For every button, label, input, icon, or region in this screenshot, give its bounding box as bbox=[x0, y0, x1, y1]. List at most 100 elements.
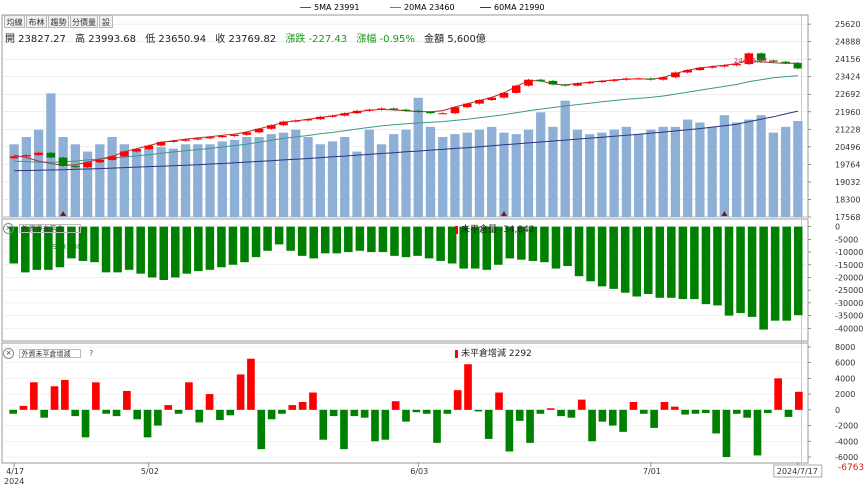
net-oi-bar bbox=[517, 226, 526, 260]
candle-body bbox=[95, 159, 105, 163]
volume-bar bbox=[119, 144, 129, 217]
toolbar-ma-button[interactable]: 均線 bbox=[4, 15, 25, 28]
net-oi-bar bbox=[436, 226, 445, 261]
volume-bar bbox=[352, 151, 362, 217]
candle-body bbox=[671, 72, 680, 78]
oi-change-bar bbox=[526, 409, 534, 443]
volume-bar bbox=[303, 137, 313, 217]
candle-body bbox=[181, 139, 190, 141]
net-oi-bar bbox=[159, 226, 169, 280]
oi-change-bar bbox=[412, 409, 421, 413]
oi-change-bar bbox=[598, 409, 607, 422]
net-oi-bar bbox=[459, 226, 468, 269]
price-tick-label: 17568 bbox=[835, 213, 860, 222]
oi-change-bar bbox=[329, 409, 338, 417]
volume-bar bbox=[768, 132, 779, 217]
volume-bar bbox=[536, 112, 546, 217]
toolbar-price-volume-button[interactable]: 分價量 bbox=[70, 15, 98, 28]
panel3-help-icon[interactable]: ? bbox=[89, 349, 94, 358]
volume-bar bbox=[560, 100, 570, 217]
oi-change-tick-label: 0 bbox=[835, 406, 840, 415]
panel3-selector[interactable]: 外資未平倉增減 bbox=[18, 349, 81, 358]
ma20-line bbox=[14, 75, 798, 163]
panel2-selector[interactable]: 外資淨未平倉 bbox=[18, 224, 81, 233]
ohlc-amount: 金額 5,600億 bbox=[424, 34, 486, 45]
net-oi-bar bbox=[586, 226, 595, 282]
price-tick-label: 21960 bbox=[835, 108, 860, 117]
oi-change-bar bbox=[267, 409, 276, 420]
net-oi-bar bbox=[505, 226, 515, 259]
net-oi-bar bbox=[667, 226, 676, 298]
oi-change-bar bbox=[205, 394, 214, 410]
candle-body bbox=[267, 125, 276, 129]
net-oi-bar bbox=[297, 226, 307, 256]
candle-body bbox=[364, 109, 374, 111]
volume-bar bbox=[572, 129, 583, 217]
volume-bar bbox=[340, 137, 350, 217]
oi-change-bar bbox=[154, 409, 162, 426]
toolbar-trend-button[interactable]: 趨勢 bbox=[48, 15, 69, 28]
candle-body bbox=[634, 78, 643, 80]
net-oi-bar bbox=[690, 226, 699, 300]
event-marker bbox=[721, 211, 728, 216]
oi-change-bar bbox=[536, 409, 545, 414]
volume-bar bbox=[327, 141, 338, 217]
oi-change-bar bbox=[133, 409, 142, 420]
oi-change-bar bbox=[236, 374, 245, 410]
net-oi-bar bbox=[44, 226, 53, 270]
net-oi-bar bbox=[482, 226, 492, 270]
oi-change-tick-label: 8000 bbox=[835, 343, 855, 352]
net-oi-bar bbox=[609, 226, 618, 289]
net-oi-bar bbox=[286, 226, 295, 251]
price-tick-label: 18300 bbox=[835, 195, 860, 204]
volume-bar bbox=[585, 134, 595, 217]
legend-ma5-text: 5MA 23991 bbox=[314, 3, 360, 12]
candle-body bbox=[426, 112, 435, 114]
oi-change-bar bbox=[433, 409, 441, 443]
net-oi-bar bbox=[55, 226, 65, 268]
net-oi-bar bbox=[793, 226, 803, 316]
panel2-header: × 外資淨未平倉 bbox=[3, 223, 81, 234]
oi-change-bar bbox=[19, 405, 28, 410]
volume-bar bbox=[438, 137, 448, 217]
candle-body bbox=[303, 119, 313, 121]
volume-bar bbox=[58, 137, 68, 217]
panel3-close-icon[interactable]: × bbox=[3, 348, 14, 359]
net-oi-bar bbox=[355, 226, 365, 251]
net-oi-tick-label: -15000 bbox=[835, 261, 863, 270]
volume-bar bbox=[193, 144, 203, 217]
volume-bar bbox=[744, 119, 754, 217]
price-tick-label: 24888 bbox=[835, 38, 860, 47]
candle-body bbox=[438, 113, 448, 115]
net-oi-bar bbox=[124, 226, 134, 270]
panel2-close-icon[interactable]: × bbox=[3, 223, 14, 234]
net-oi-bar bbox=[401, 226, 411, 258]
oi-change-bar bbox=[360, 409, 369, 418]
volume-bar bbox=[609, 129, 619, 217]
volume-bar bbox=[548, 126, 558, 217]
net-oi-tick-label: -10000 bbox=[835, 248, 863, 257]
candle-body bbox=[683, 70, 692, 73]
candle-body bbox=[646, 78, 656, 80]
volume-bar bbox=[646, 129, 656, 217]
toolbar-bollinger-button[interactable]: 布林 bbox=[26, 15, 47, 28]
net-oi-bar bbox=[90, 226, 99, 263]
ohlc-pct: 漲幅 -0.95% bbox=[356, 34, 415, 45]
volume-bar bbox=[425, 126, 436, 217]
candle-body bbox=[46, 152, 56, 158]
candle-body bbox=[315, 116, 325, 120]
net-oi-bar bbox=[678, 226, 688, 300]
net-oi-bar bbox=[171, 226, 180, 278]
candle-body bbox=[352, 110, 362, 114]
net-oi-tick-label: -30000 bbox=[835, 299, 863, 308]
volume-bar bbox=[376, 144, 387, 217]
event-marker bbox=[500, 211, 507, 216]
oi-change-bar bbox=[278, 409, 286, 414]
volume-bar bbox=[621, 126, 632, 217]
volume-bar bbox=[21, 137, 32, 217]
x-tick-label: 6/03 bbox=[410, 467, 428, 476]
toolbar-settings-button[interactable]: 設 bbox=[99, 15, 113, 28]
price-annotation: 24416.67 bbox=[734, 57, 767, 65]
oi-change-bar bbox=[391, 401, 400, 410]
net-oi-bar bbox=[205, 226, 215, 270]
